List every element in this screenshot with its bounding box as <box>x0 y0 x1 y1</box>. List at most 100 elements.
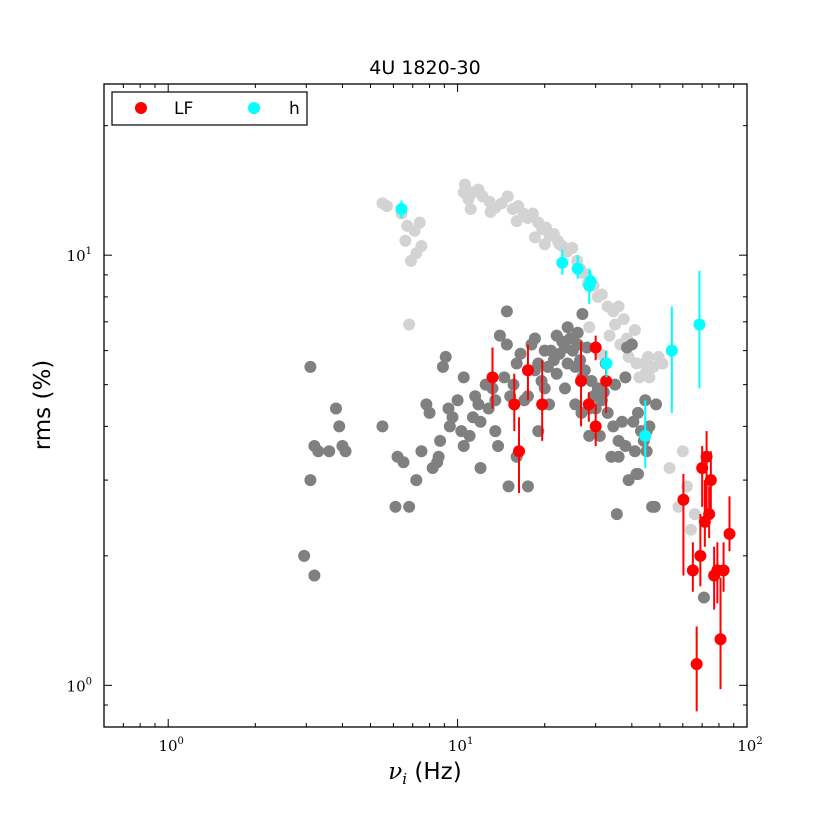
data-point <box>333 420 346 433</box>
data-point <box>493 329 506 342</box>
data-point <box>576 307 589 320</box>
data-point <box>688 508 701 521</box>
data-point <box>583 321 596 334</box>
data-point <box>521 364 534 377</box>
data-point <box>466 411 479 424</box>
data-point <box>676 445 689 458</box>
data-point <box>589 341 602 354</box>
data-point <box>458 178 471 191</box>
data-point <box>403 500 416 513</box>
data-point <box>600 357 613 370</box>
data-point <box>640 445 653 458</box>
data-point <box>714 633 727 646</box>
data-point <box>410 474 423 487</box>
data-point <box>609 318 622 331</box>
data-point <box>569 398 582 411</box>
legend-marker-lf <box>135 102 147 114</box>
data-point <box>486 371 499 384</box>
data-point <box>677 493 690 506</box>
data-point <box>489 425 502 438</box>
data-point <box>472 398 485 411</box>
data-point <box>484 205 497 218</box>
data-point <box>434 434 447 447</box>
data-point <box>648 500 661 513</box>
data-point <box>492 440 505 453</box>
data-point <box>510 357 523 370</box>
data-point <box>595 394 608 407</box>
data-point <box>583 429 596 442</box>
data-point <box>432 450 445 463</box>
data-point <box>690 658 703 671</box>
data-point <box>637 357 650 370</box>
legend-label-lf: LF <box>174 99 193 119</box>
data-point <box>589 420 602 433</box>
series-2 <box>486 335 736 712</box>
data-point <box>528 231 541 244</box>
data-point <box>380 200 393 213</box>
data-point <box>663 462 676 475</box>
data-point <box>607 420 620 433</box>
data-point <box>686 564 699 577</box>
data-point <box>403 318 416 331</box>
data-point <box>631 406 644 419</box>
data-point <box>489 394 502 407</box>
x-axis-subscript: i <box>402 770 407 788</box>
data-point <box>455 425 468 438</box>
data-point <box>389 500 402 513</box>
data-point <box>502 480 515 493</box>
data-point <box>696 462 709 475</box>
data-point <box>650 398 663 411</box>
data-point <box>622 350 635 363</box>
data-point <box>413 216 426 229</box>
data-point <box>566 241 579 254</box>
data-point <box>550 367 563 380</box>
data-point <box>304 474 317 487</box>
data-point <box>610 508 623 521</box>
data-point <box>633 371 646 384</box>
data-point <box>329 402 342 415</box>
data-point <box>538 238 551 251</box>
data-point <box>595 288 608 301</box>
data-point <box>443 420 456 433</box>
data-point <box>339 445 352 458</box>
data-point <box>600 374 613 387</box>
x-axis-unit: (Hz) <box>414 759 461 785</box>
data-point <box>601 406 614 419</box>
data-point <box>538 344 551 357</box>
data-point <box>308 569 321 582</box>
data-point <box>423 406 436 419</box>
data-point <box>561 321 574 334</box>
data-point <box>697 591 710 604</box>
y-tick-label: 100 <box>67 676 92 695</box>
chart-title: 4U 1820-30 <box>369 57 480 79</box>
data-point <box>399 234 412 247</box>
data-point <box>584 275 597 288</box>
data-point <box>575 374 588 387</box>
data-point <box>612 300 625 313</box>
data-point <box>694 549 707 562</box>
data-point <box>474 462 487 475</box>
y-tick-label: 101 <box>67 246 92 265</box>
data-point <box>627 415 640 428</box>
data-point <box>556 256 569 269</box>
data-point <box>513 445 526 458</box>
legend-box <box>111 91 308 126</box>
data-point <box>684 523 697 536</box>
data-point <box>312 445 325 458</box>
x-axis-symbol: ν <box>388 759 402 785</box>
data-point <box>323 445 336 458</box>
data-point <box>571 262 584 275</box>
data-point <box>464 203 477 216</box>
data-point <box>703 508 716 521</box>
data-point <box>593 429 606 442</box>
data-point <box>603 329 616 342</box>
data-point <box>639 429 652 442</box>
data-point <box>436 360 449 373</box>
data-point <box>631 467 644 480</box>
data-point <box>700 450 713 463</box>
data-point <box>528 332 541 345</box>
series-3 <box>395 200 706 469</box>
y-axis-label: rms (%) <box>30 360 56 451</box>
data-point <box>621 341 634 354</box>
